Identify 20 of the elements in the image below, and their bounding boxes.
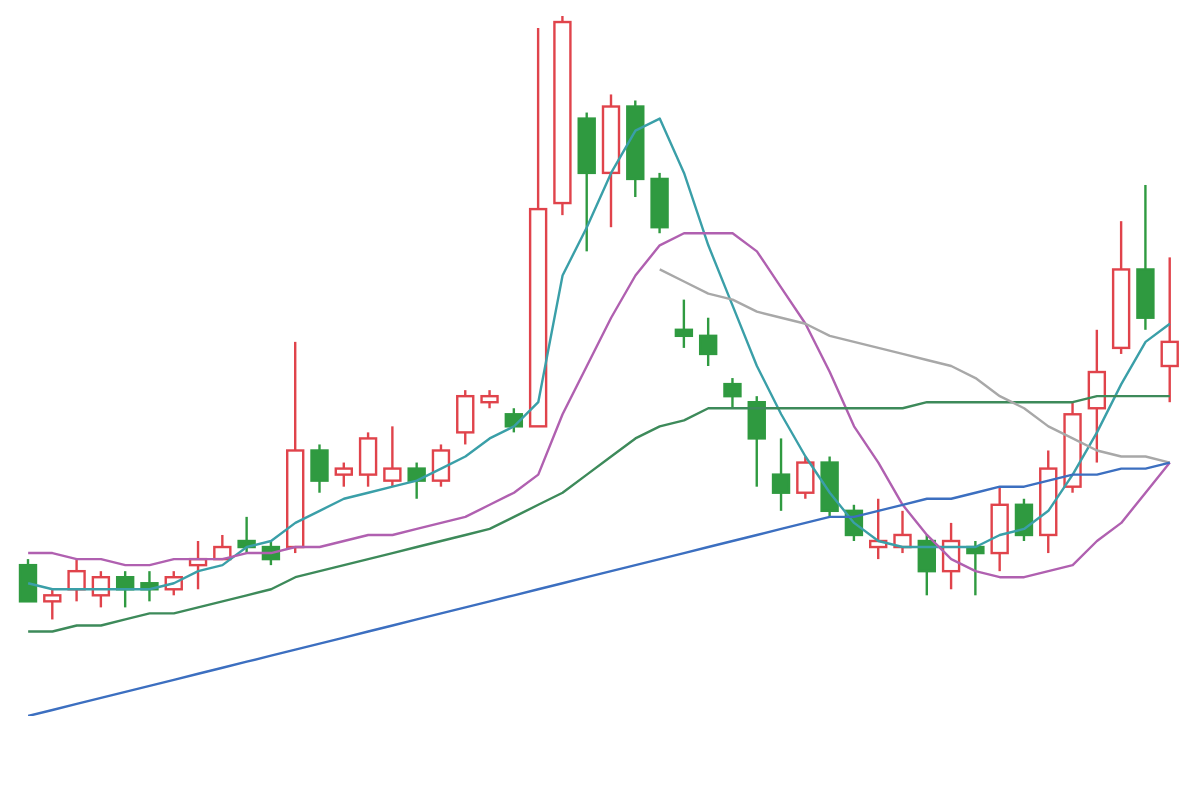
candlestick — [431, 443, 451, 488]
candlestick — [407, 461, 426, 500]
candlestick — [334, 461, 353, 488]
candlestick — [771, 437, 791, 513]
candlestick — [698, 316, 718, 368]
candlestick — [1087, 328, 1107, 464]
candlestick — [1160, 256, 1179, 404]
candlestick — [310, 443, 329, 494]
candlestick — [796, 455, 815, 500]
candlestick — [358, 431, 378, 488]
candlestick — [480, 388, 499, 410]
candlestick — [456, 388, 475, 446]
candlestick — [91, 569, 111, 609]
candlestick — [383, 425, 402, 488]
candlestick — [674, 298, 694, 350]
candlestick — [43, 588, 62, 621]
candlestick — [747, 394, 766, 488]
candlestick — [18, 557, 38, 603]
candlestick — [723, 376, 742, 410]
candlestick — [67, 557, 86, 603]
